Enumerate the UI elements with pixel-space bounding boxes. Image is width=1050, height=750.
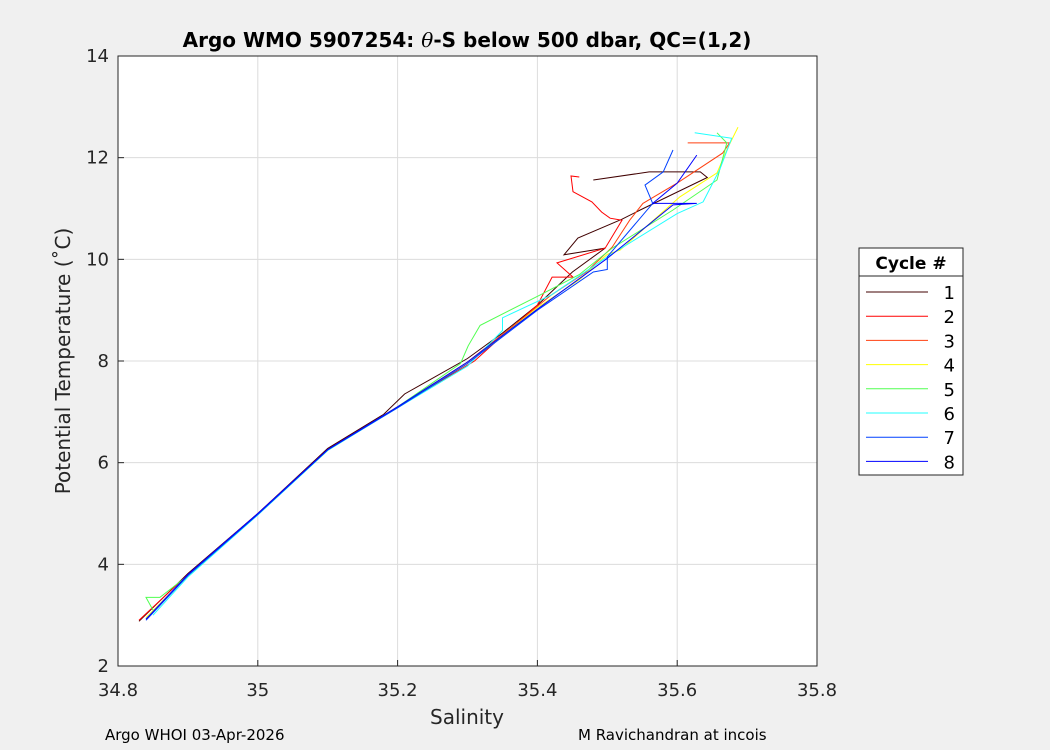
y-axis-label: Potential Temperature (˚C)	[51, 228, 75, 495]
legend-label-cycle-6: 6	[944, 404, 955, 425]
legend-label-cycle-1: 1	[944, 283, 955, 304]
x-axis-label: Salinity	[430, 705, 504, 729]
title-prefix: Argo WMO 5907254:	[183, 28, 422, 52]
y-tick-label: 4	[98, 554, 109, 575]
y-tick-label: 10	[86, 249, 109, 270]
x-tick-labels: 34.8 35 35.2 35.4 35.6 35.8	[98, 680, 837, 701]
title-theta: θ	[421, 28, 433, 52]
y-tick-label: 2	[98, 656, 109, 677]
legend-title: Cycle #	[875, 254, 946, 274]
legend-label-cycle-5: 5	[944, 380, 955, 401]
series-line-cycle-7	[145, 149, 674, 621]
y-tick-label: 14	[86, 46, 109, 67]
legend-label-cycle-7: 7	[944, 428, 955, 449]
x-tick-label: 35.8	[797, 680, 837, 701]
legend: Cycle # 1 2 3 4 5 6 7 8	[858, 247, 964, 476]
y-tick-label: 6	[98, 453, 109, 474]
x-tick-label: 34.8	[98, 680, 138, 701]
series-line-cycle-8	[145, 154, 698, 620]
legend-label-cycle-2: 2	[944, 307, 955, 328]
y-tick-label: 8	[98, 351, 109, 372]
title-suffix: -S below 500 dbar, QC=(1,2)	[433, 28, 751, 52]
x-tick-label: 35.6	[657, 680, 697, 701]
legend-label-cycle-4: 4	[944, 356, 955, 377]
chart-title: Argo WMO 5907254: θ-S below 500 dbar, QC…	[183, 28, 752, 52]
series-line-cycle-1	[138, 171, 709, 622]
legend-label-cycle-3: 3	[944, 331, 955, 352]
series-line-cycle-5	[145, 132, 728, 611]
series-lines	[138, 126, 739, 622]
y-tick-label: 12	[86, 148, 109, 169]
x-tick-label: 35.2	[378, 680, 418, 701]
x-tick-label: 35	[246, 680, 269, 701]
footer-right: M Ravichandran at incois	[578, 726, 767, 744]
axes-frame	[117, 55, 818, 667]
y-tick-labels: 2 4 6 8 10 12 14	[86, 46, 109, 677]
x-tick-label: 35.4	[517, 680, 557, 701]
legend-label-cycle-8: 8	[944, 452, 955, 473]
footer-left: Argo WHOI 03-Apr-2026	[105, 726, 285, 744]
legend-items: 1 2 3 4 5 6 7 8	[866, 283, 955, 473]
